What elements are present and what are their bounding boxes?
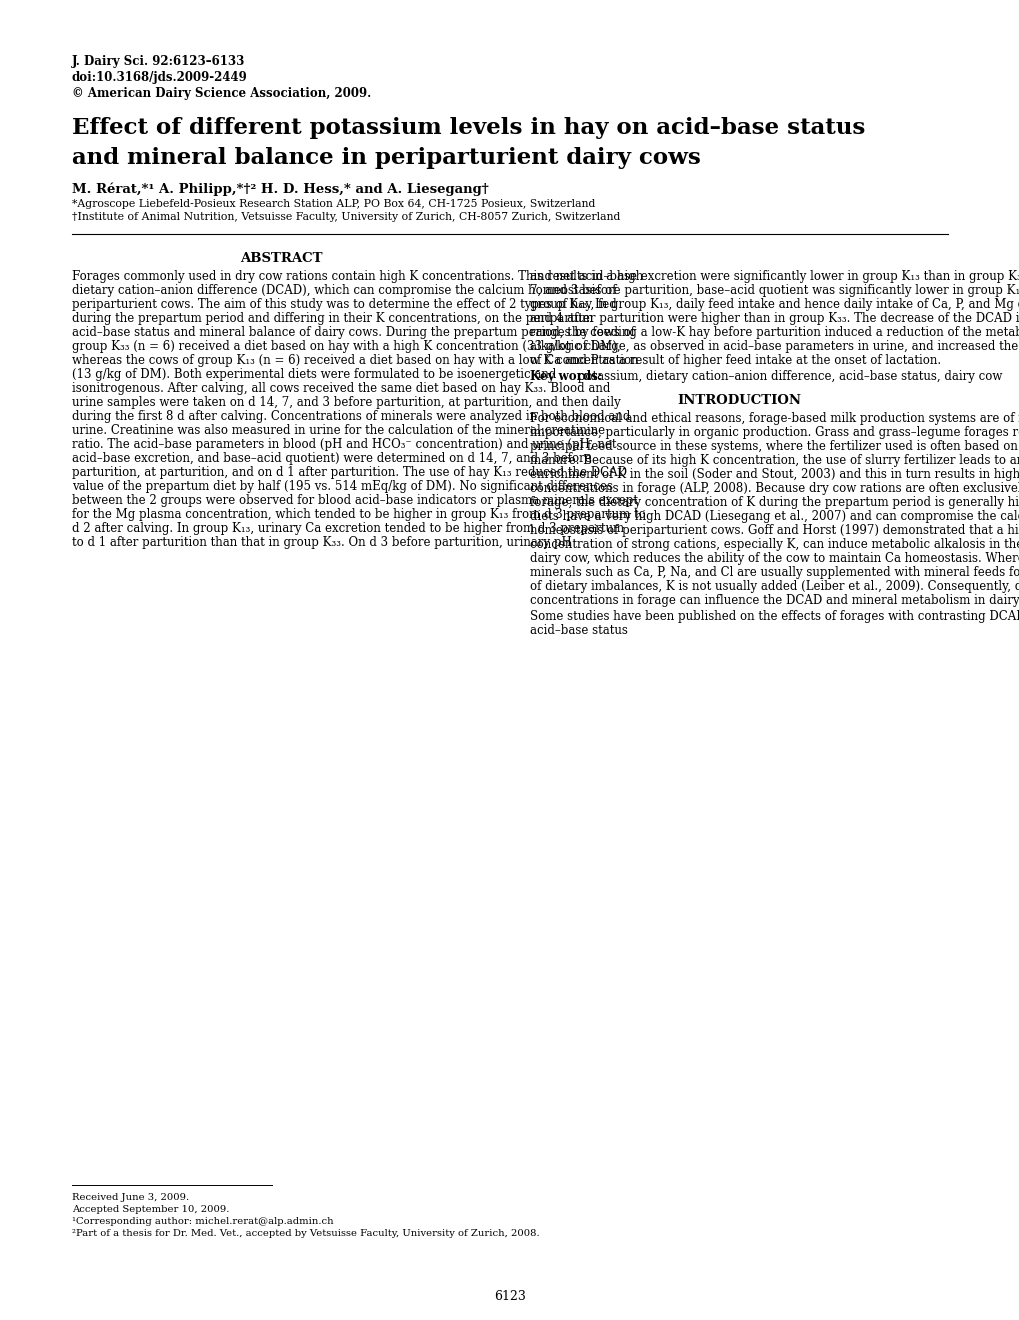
Text: manure. Because of its high K concentration, the use of slurry fertilizer leads : manure. Because of its high K concentrat… (530, 454, 1019, 467)
Text: Forages commonly used in dry cow rations contain high K concentrations. This res: Forages commonly used in dry cow rations… (72, 271, 643, 282)
Text: J. Dairy Sci. 92:6123–6133: J. Dairy Sci. 92:6123–6133 (72, 55, 246, 69)
Text: whereas the cows of group K₁₃ (n = 6) received a diet based on hay with a low K : whereas the cows of group K₁₃ (n = 6) re… (72, 354, 638, 367)
Text: enrichment of K in the soil (Soder and Stout, 2003) and this in turn results in : enrichment of K in the soil (Soder and S… (530, 469, 1019, 480)
Text: Accepted September 10, 2009.: Accepted September 10, 2009. (72, 1205, 229, 1214)
Text: © American Dairy Science Association, 2009.: © American Dairy Science Association, 20… (72, 87, 371, 100)
Text: Some studies have been published on the effects of forages with contrasting DCAD: Some studies have been published on the … (530, 610, 1019, 623)
Text: *Agroscope Liebefeld-Posieux Research Station ALP, PO Box 64, CH-1725 Posieux, S: *Agroscope Liebefeld-Posieux Research St… (72, 199, 595, 209)
Text: ABSTRACT: ABSTRACT (239, 252, 322, 265)
Text: ranges by feeding a low-K hay before parturition induced a reduction of the meta: ranges by feeding a low-K hay before par… (530, 326, 1019, 339)
Text: †Institute of Animal Nutrition, Vetsuisse Faculty, University of Zurich, CH-8057: †Institute of Animal Nutrition, Vetsuiss… (72, 213, 620, 222)
Text: acid–base status and mineral balance of dairy cows. During the prepartum period,: acid–base status and mineral balance of … (72, 326, 635, 339)
Text: Key words:: Key words: (530, 370, 601, 383)
Text: INTRODUCTION: INTRODUCTION (677, 393, 800, 407)
Text: ²Part of a thesis for Dr. Med. Vet., accepted by Vetsuisse Faculty, University o: ²Part of a thesis for Dr. Med. Vet., acc… (72, 1229, 539, 1238)
Text: homeostasis of periparturient cows. Goff and Horst (1997) demonstrated that a hi: homeostasis of periparturient cows. Goff… (530, 524, 1019, 537)
Text: and mineral balance in periparturient dairy cows: and mineral balance in periparturient da… (72, 147, 700, 169)
Text: between the 2 groups were observed for blood acid–base indicators or plasma mine: between the 2 groups were observed for b… (72, 494, 637, 507)
Text: for the Mg plasma concentration, which tended to be higher in group K₁₃ from d 3: for the Mg plasma concentration, which t… (72, 508, 645, 521)
Text: urine. Creatinine was also measured in urine for the calculation of the mineral:: urine. Creatinine was also measured in u… (72, 424, 604, 437)
Text: urine samples were taken on d 14, 7, and 3 before parturition, at parturition, a: urine samples were taken on d 14, 7, and… (72, 396, 621, 409)
Text: d 2 after calving. In group K₁₃, urinary Ca excretion tended to be higher from d: d 2 after calving. In group K₁₃, urinary… (72, 521, 624, 535)
Text: concentration of strong cations, especially K, can induce metabolic alkalosis in: concentration of strong cations, especia… (530, 539, 1019, 550)
Text: ratio. The acid–base parameters in blood (pH and HCO₃⁻ concentration) and urine : ratio. The acid–base parameters in blood… (72, 438, 615, 451)
Text: (13 g/kg of DM). Both experimental diets were formulated to be isoenergetic and: (13 g/kg of DM). Both experimental diets… (72, 368, 555, 381)
Text: 6123: 6123 (493, 1290, 526, 1303)
Text: acid–base status: acid–base status (530, 624, 628, 638)
Text: during the prepartum period and differing in their K concentrations, on the peri: during the prepartum period and differin… (72, 312, 593, 325)
Text: minerals such as Ca, P, Na, and Cl are usually supplemented with mineral feeds f: minerals such as Ca, P, Na, and Cl are u… (530, 566, 1019, 579)
Text: group K₃₃ (n = 6) received a diet based on hay with a high K concentration (33 g: group K₃₃ (n = 6) received a diet based … (72, 341, 620, 352)
Text: parturition, at parturition, and on d 1 after parturition. The use of hay K₁₃ re: parturition, at parturition, and on d 1 … (72, 466, 627, 479)
Text: acid–base excretion, and base–acid quotient) were determined on d 14, 7, and 3 b: acid–base excretion, and base–acid quoti… (72, 451, 591, 465)
Text: potassium, dietary cation–anion difference, acid–base status, dairy cow: potassium, dietary cation–anion differen… (574, 370, 1002, 383)
Text: For economical and ethical reasons, forage-based milk production systems are of : For economical and ethical reasons, fora… (530, 412, 1019, 425)
Text: value of the prepartum diet by half (195 vs. 514 mEq/kg of DM). No significant d: value of the prepartum diet by half (195… (72, 480, 612, 492)
Text: dietary cation–anion difference (DCAD), which can compromise the calcium homeost: dietary cation–anion difference (DCAD), … (72, 284, 615, 297)
Text: M. Rérat,*¹ A. Philipp,*†² H. D. Hess,* and A. Liesegang†: M. Rérat,*¹ A. Philipp,*†² H. D. Hess,* … (72, 182, 488, 195)
Text: of dietary imbalances, K is not usually added (Leiber et al., 2009). Consequentl: of dietary imbalances, K is not usually … (530, 579, 1019, 593)
Text: dairy cow, which reduces the ability of the cow to maintain Ca homeostasis. Wher: dairy cow, which reduces the ability of … (530, 552, 1019, 565)
Text: Received June 3, 2009.: Received June 3, 2009. (72, 1193, 189, 1203)
Text: 7, and 3 before parturition, base–acid quotient was significantly lower in group: 7, and 3 before parturition, base–acid q… (530, 284, 1019, 297)
Text: alkalotic charge, as observed in acid–base parameters in urine, and increased th: alkalotic charge, as observed in acid–ba… (530, 341, 1019, 352)
Text: Effect of different potassium levels in hay on acid–base status: Effect of different potassium levels in … (72, 117, 864, 139)
Text: periparturient cows. The aim of this study was to determine the effect of 2 type: periparturient cows. The aim of this stu… (72, 298, 616, 312)
Text: principal feed source in these systems, where the fertilizer used is often based: principal feed source in these systems, … (530, 440, 1019, 453)
Text: concentrations in forage can influence the DCAD and mineral metabolism in dairy : concentrations in forage can influence t… (530, 594, 1019, 607)
Text: group K₃₃. In group K₁₃, daily feed intake and hence daily intake of Ca, P, and : group K₃₃. In group K₁₃, daily feed inta… (530, 298, 1019, 312)
Text: concentrations in forage (ALP, 2008). Because dry cow rations are often exclusiv: concentrations in forage (ALP, 2008). Be… (530, 482, 1019, 495)
Text: ¹Corresponding author: michel.rerat@alp.admin.ch: ¹Corresponding author: michel.rerat@alp.… (72, 1217, 333, 1226)
Text: to d 1 after parturition than that in group K₃₃. On d 3 before parturition, urin: to d 1 after parturition than that in gr… (72, 536, 572, 549)
Text: of Ca and P as a result of higher feed intake at the onset of lactation.: of Ca and P as a result of higher feed i… (530, 354, 941, 367)
Text: and 4 after parturition were higher than in group K₃₃. The decrease of the DCAD : and 4 after parturition were higher than… (530, 312, 1019, 325)
Text: and net acid–base excretion were significantly lower in group K₁₃ than in group : and net acid–base excretion were signifi… (530, 271, 1019, 282)
Text: diets have a very high DCAD (Liesegang et al., 2007) and can compromise the calc: diets have a very high DCAD (Liesegang e… (530, 510, 1019, 523)
Text: importance, particularly in organic production. Grass and grass–legume forages r: importance, particularly in organic prod… (530, 426, 1019, 440)
Text: doi:10.3168/jds.2009-2449: doi:10.3168/jds.2009-2449 (72, 71, 248, 84)
Text: forage, the dietary concentration of K during the prepartum period is generally : forage, the dietary concentration of K d… (530, 496, 1019, 510)
Text: isonitrogenous. After calving, all cows received the same diet based on hay K₃₃.: isonitrogenous. After calving, all cows … (72, 381, 609, 395)
Text: during the first 8 d after calving. Concentrations of minerals were analyzed in : during the first 8 d after calving. Conc… (72, 411, 630, 422)
